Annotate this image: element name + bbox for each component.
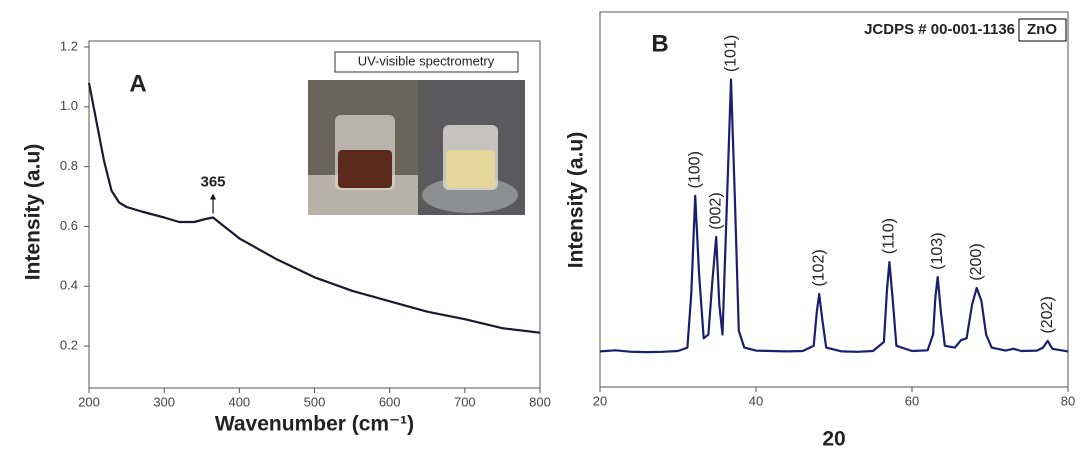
y-axis-label: Intensity (a.u): [22, 144, 45, 281]
x-tick-label: 40: [749, 393, 763, 408]
annotation-arrowhead: [210, 193, 217, 200]
inset-photo: [308, 80, 525, 215]
inset-caption: UV-visible spectrometry: [358, 53, 495, 68]
y-tick-label: 1.0: [60, 98, 78, 113]
x-axis-label: Wavenumber (cm⁻¹): [215, 413, 414, 436]
x-tick-label: 60: [905, 393, 919, 408]
x-tick-label: 500: [304, 394, 326, 409]
phase: ZnO: [1027, 21, 1057, 38]
x-tick-label: 800: [529, 394, 551, 409]
y-tick-label: 0.8: [60, 158, 78, 173]
y-tick-label: 0.4: [60, 278, 78, 293]
inset-caption-box: [334, 51, 519, 73]
peak-label: (100): [686, 151, 703, 188]
x-tick-label: 200: [78, 394, 100, 409]
x-tick-label: 20: [593, 393, 607, 408]
y-tick-label: 0.2: [60, 338, 78, 353]
peak-label: (110): [881, 218, 898, 254]
x-tick-label: 400: [228, 394, 250, 409]
peak-label: (103): [929, 232, 946, 269]
annotation: 365: [201, 173, 226, 190]
data-line: [599, 78, 1069, 354]
y-tick-label: 0.6: [60, 218, 78, 233]
reference: JCDPS # 00-001-1136: [864, 21, 1015, 38]
y-tick-label: 1.2: [60, 38, 78, 53]
peak-label: (002): [707, 192, 724, 229]
panel-label: A: [129, 70, 146, 97]
x-tick-label: 700: [454, 394, 476, 409]
peak-label: (101): [722, 35, 739, 72]
peak-label: (102): [810, 249, 827, 286]
x-tick-label: 600: [379, 394, 401, 409]
peak-label: (200): [968, 243, 985, 280]
peak-label: (202): [1039, 296, 1056, 333]
y-axis-label: Intensity (a.u): [565, 132, 588, 269]
x-tick-label: 300: [153, 394, 175, 409]
plot-frame: [599, 11, 1069, 388]
phase-box: [1018, 18, 1067, 42]
data-line: [87, 82, 541, 334]
panel-label: B: [651, 30, 668, 57]
x-axis-label: 20: [822, 428, 845, 451]
x-tick-label: 80: [1061, 393, 1075, 408]
